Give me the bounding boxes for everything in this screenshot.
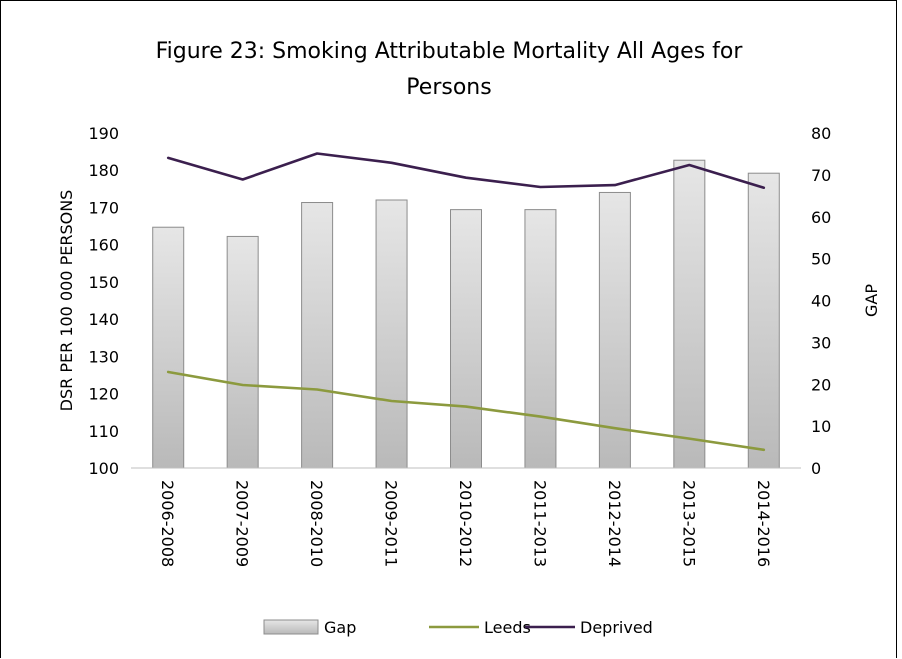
left-tick-label: 110 xyxy=(88,422,119,441)
chart-title-line-2: Persons xyxy=(406,75,491,100)
gap-bar xyxy=(747,172,780,469)
chart-title: Figure 23: Smoking Attributable Mortalit… xyxy=(156,39,744,100)
legend: Gap Leeds Deprived xyxy=(263,618,653,637)
left-tick-label: 190 xyxy=(88,124,119,143)
x-tick-label: 2007-2009 xyxy=(233,480,252,567)
gap-bar xyxy=(152,226,185,469)
left-tick-label: 140 xyxy=(88,310,119,329)
legend-label: Deprived xyxy=(580,618,653,637)
right-tick-label: 50 xyxy=(811,250,831,269)
x-tick-label: 2012-2014 xyxy=(605,480,624,567)
series-lines xyxy=(166,152,766,452)
gap-bars xyxy=(152,159,780,469)
right-tick-label: 40 xyxy=(811,292,831,311)
x-tick-label: 2008-2010 xyxy=(307,480,326,567)
legend-item-leeds: Leeds xyxy=(429,618,531,637)
left-axis: 100 110 120 130 140 150 160 170 180 190 xyxy=(88,124,119,478)
gap-bar xyxy=(524,209,557,469)
x-axis: 2006-2008 2007-2009 2008-2010 2009-2011 2010… xyxy=(158,480,773,567)
legend-label: Gap xyxy=(324,618,356,637)
left-tick-label: 160 xyxy=(88,236,119,255)
left-tick-label: 120 xyxy=(88,385,119,404)
legend-item-gap: Gap xyxy=(263,618,356,637)
right-axis: 0 10 20 30 40 50 60 70 80 xyxy=(811,124,831,478)
legend-label: Leeds xyxy=(484,618,531,637)
x-tick-label: 2010-2012 xyxy=(456,480,475,567)
x-tick-label: 2009-2011 xyxy=(382,480,401,567)
left-tick-label: 150 xyxy=(88,273,119,292)
left-tick-label: 130 xyxy=(88,347,119,366)
right-tick-label: 70 xyxy=(811,166,831,185)
right-tick-label: 10 xyxy=(811,417,831,436)
left-tick-label: 170 xyxy=(88,198,119,217)
left-tick-label: 180 xyxy=(88,161,119,180)
leeds-line xyxy=(166,370,766,452)
right-tick-label: 30 xyxy=(811,333,831,352)
x-tick-label: 2006-2008 xyxy=(158,480,177,567)
gap-bar xyxy=(375,199,408,469)
x-tick-label: 2014-2016 xyxy=(754,480,773,567)
right-tick-label: 60 xyxy=(811,208,831,227)
right-axis-title: GAP xyxy=(862,284,881,317)
chart-title-line-1: Figure 23: Smoking Attributable Mortalit… xyxy=(156,39,744,64)
right-tick-label: 20 xyxy=(811,375,831,394)
gap-bar xyxy=(598,191,631,469)
gap-bar xyxy=(301,202,334,469)
legend-swatch-bar xyxy=(263,619,319,635)
left-axis-title: DSR PER 100 000 PERSONS xyxy=(57,190,76,412)
gap-bar xyxy=(673,159,706,469)
x-tick-label: 2013-2015 xyxy=(679,480,698,567)
legend-item-deprived: Deprived xyxy=(525,618,653,637)
right-tick-label: 80 xyxy=(811,124,831,143)
gap-bar xyxy=(450,209,482,469)
x-tick-label: 2011-2013 xyxy=(530,480,549,567)
right-tick-label: 0 xyxy=(811,459,821,478)
deprived-line xyxy=(166,152,766,189)
left-tick-label: 100 xyxy=(88,459,119,478)
gap-bar xyxy=(226,235,259,469)
